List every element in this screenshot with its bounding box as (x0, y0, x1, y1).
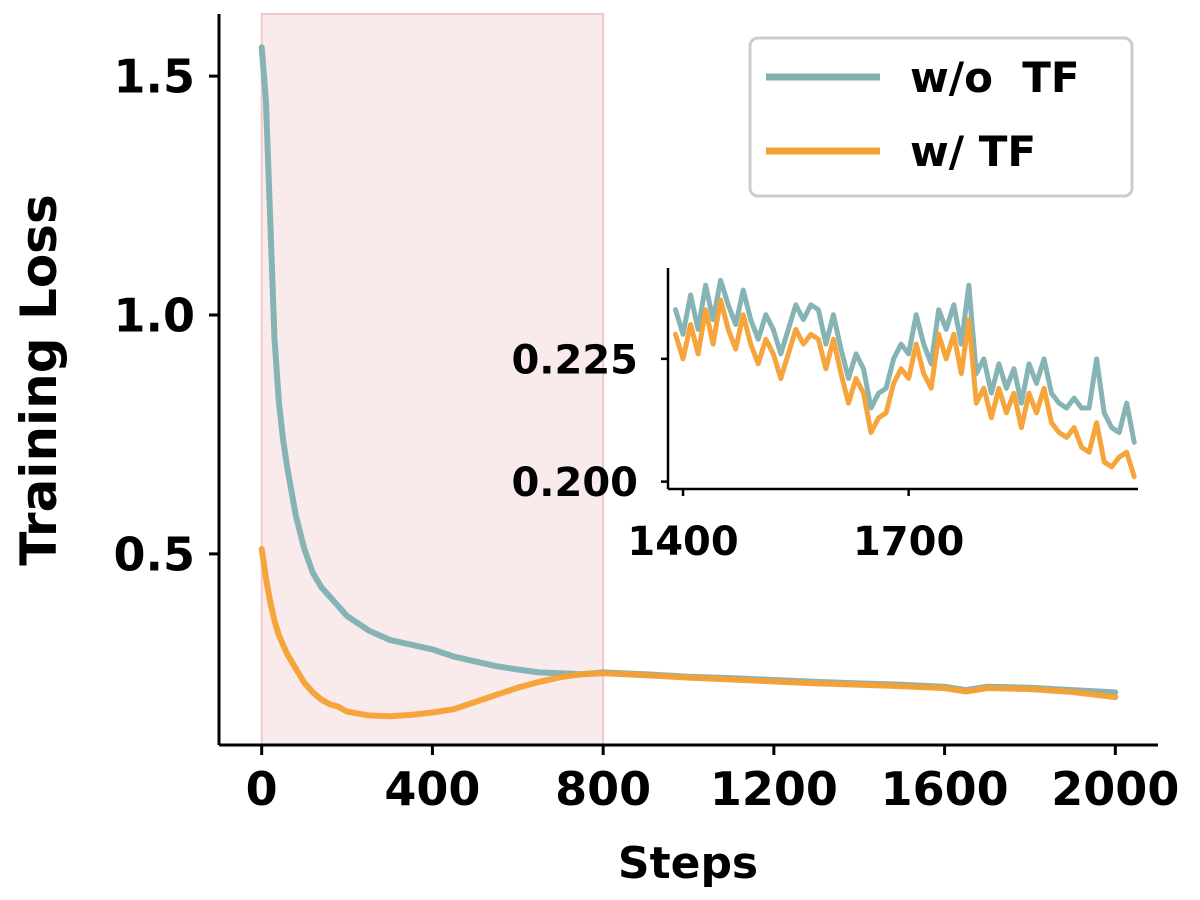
inset-series-group (673, 277, 1137, 480)
main-y-tick-label: 1.5 (114, 50, 196, 104)
main-x-tick-label: 0 (246, 762, 278, 816)
x-axis-title: Steps (618, 838, 758, 889)
legend-label-w-tf: w/ TF (910, 127, 1036, 176)
main-y-tick-label: 0.5 (114, 527, 196, 581)
inset-x-ticks: 1400 1700 (627, 489, 964, 565)
main-x-tick-label: 1200 (710, 762, 838, 816)
main-series-group (258, 44, 1119, 720)
highlight-region (260, 13, 605, 746)
legend: w/o TF w/ TF (748, 36, 1134, 198)
y-axis-title: Training Loss (10, 194, 68, 565)
main-x-tick-label: 1600 (881, 762, 1009, 816)
main-x-tick-label: 2000 (1051, 762, 1179, 816)
inset-y-tick-label: 0.225 (511, 337, 638, 383)
main-series-line-w-tf (258, 546, 1119, 720)
main-y-tick-label: 1.0 (114, 289, 196, 343)
inset-y-tick-label: 0.200 (511, 460, 638, 506)
main-x-tick-label: 800 (555, 762, 651, 816)
inset-x-tick-label: 1700 (853, 519, 964, 565)
main-x-tick-label: 400 (384, 762, 480, 816)
inset-series-line-w-tf (673, 297, 1137, 480)
legend-label-wo-tf: w/o TF (910, 53, 1080, 102)
y-ticks: 0.5 1.0 1.5 (114, 50, 219, 581)
inset-x-tick-label: 1400 (627, 519, 738, 565)
x-ticks: 0 400 800 1200 1600 2000 (246, 745, 1179, 816)
inset-series-line-wo-tf (673, 277, 1137, 445)
inset-y-ticks: 0.200 0.225 (511, 337, 668, 506)
inset-chart: 1400 1700 0.200 0.225 (511, 262, 1140, 565)
